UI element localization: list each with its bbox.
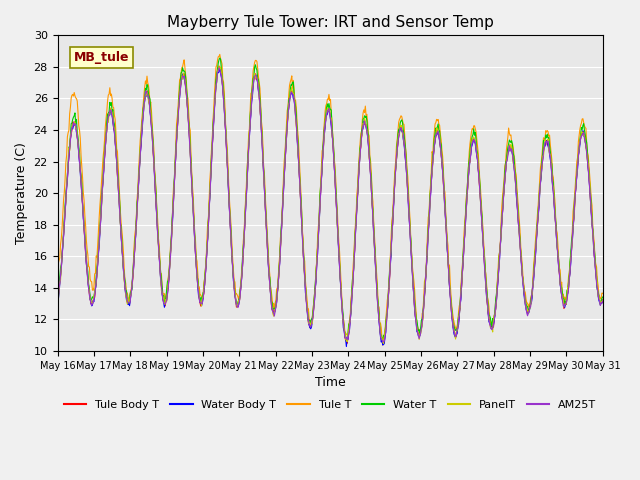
X-axis label: Time: Time [315, 376, 346, 389]
Title: Mayberry Tule Tower: IRT and Sensor Temp: Mayberry Tule Tower: IRT and Sensor Temp [166, 15, 493, 30]
Y-axis label: Temperature (C): Temperature (C) [15, 142, 28, 244]
Text: MB_tule: MB_tule [74, 51, 129, 64]
Legend: Tule Body T, Water Body T, Tule T, Water T, PanelT, AM25T: Tule Body T, Water Body T, Tule T, Water… [60, 396, 600, 415]
